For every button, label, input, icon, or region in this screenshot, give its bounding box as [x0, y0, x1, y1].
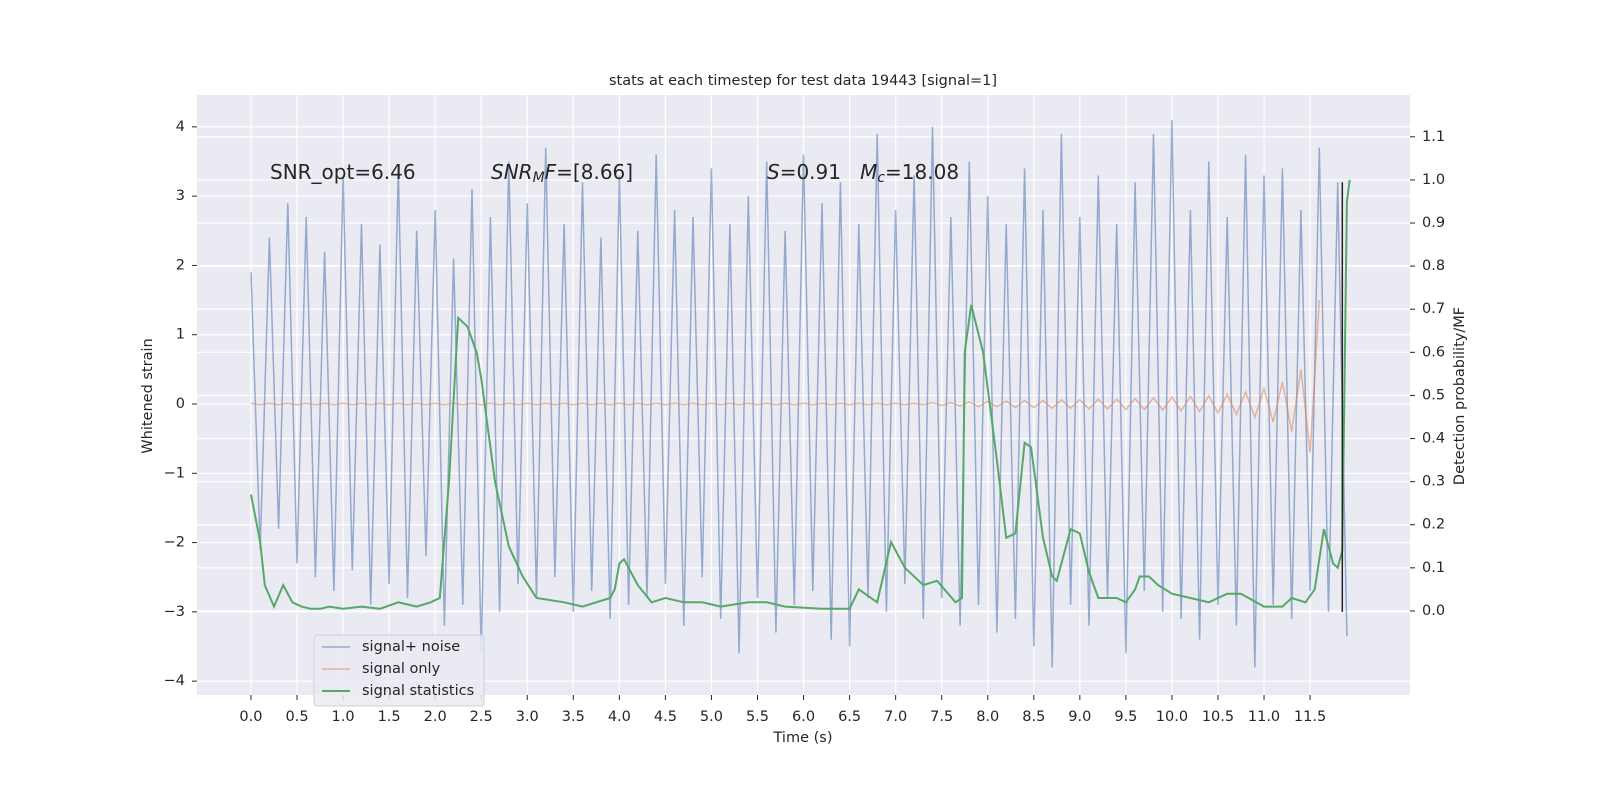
annotation-part: S — [767, 160, 780, 184]
annotation-part: =[8.66] — [556, 160, 633, 184]
y2-tick-label: 0.1 — [1422, 560, 1445, 576]
x-tick-label: 1.0 — [332, 709, 355, 725]
x-tick-label: 0.0 — [239, 709, 262, 725]
x-tick-label: 0.5 — [285, 709, 308, 725]
x-tick-label: 8.5 — [1022, 709, 1045, 725]
y2-tick-label: 0.2 — [1422, 517, 1445, 533]
x-tick-label: 2.5 — [470, 709, 493, 725]
annotation: S=0.91 Mc=18.08 — [767, 160, 959, 187]
y-tick-label: −3 — [164, 604, 185, 620]
y-tick-label: 2 — [176, 257, 185, 273]
x-tick-label: 10.5 — [1202, 709, 1234, 725]
annotation-part: SNR_opt=6.46 — [270, 160, 416, 184]
x-tick-label: 7.0 — [884, 709, 907, 725]
x-tick-label: 11.5 — [1294, 709, 1326, 725]
y-axis-label: Whitened strain — [140, 338, 156, 453]
x-tick-label: 1.5 — [378, 709, 401, 725]
y-tick-label: −4 — [164, 673, 185, 689]
x-tick-label: 7.5 — [930, 709, 953, 725]
y2-tick-label: 0.9 — [1422, 215, 1445, 231]
y2-tick-label: 0.8 — [1422, 258, 1445, 274]
y-tick-label: 4 — [176, 119, 185, 135]
y-tick-label: 0 — [176, 396, 185, 412]
x-tick-label: 10.0 — [1156, 709, 1188, 725]
annotation-part: F — [545, 160, 557, 184]
x-tick-label: 9.5 — [1114, 709, 1137, 725]
annotation-part: =18.08 — [885, 160, 959, 184]
x-tick-label: 2.0 — [424, 709, 447, 725]
y-tick-label: 3 — [176, 188, 185, 204]
y2-tick-label: 0.7 — [1422, 301, 1445, 317]
legend-label: signal only — [362, 661, 441, 677]
x-tick-label: 5.5 — [746, 709, 769, 725]
y2-tick-label: 0.3 — [1422, 474, 1445, 490]
annotation-part: M — [533, 170, 545, 186]
annotation-part: M — [860, 160, 877, 184]
y2-tick-label: 0.5 — [1422, 387, 1445, 403]
y2-tick-label: 1.0 — [1422, 172, 1445, 188]
x-tick-label: 3.0 — [516, 709, 539, 725]
x-axis-label: Time (s) — [773, 730, 833, 746]
x-tick-label: 5.0 — [700, 709, 723, 725]
x-tick-label: 9.0 — [1068, 709, 1091, 725]
y2-tick-label: 0.6 — [1422, 344, 1445, 360]
x-tick-label: 8.0 — [976, 709, 999, 725]
y-tick-label: 1 — [176, 327, 185, 343]
chart-title: stats at each timestep for test data 194… — [609, 73, 997, 89]
x-tick-label: 6.5 — [838, 709, 861, 725]
y2-tick-label: 0.4 — [1422, 431, 1445, 447]
annotation-part: =0.91 — [780, 160, 860, 184]
legend-box — [313, 634, 485, 707]
line-series — [250, 179, 1351, 610]
y-tick-label: −2 — [164, 535, 185, 551]
x-tick-label: 4.5 — [654, 709, 677, 725]
annotation: SNRMF=[8.66] — [491, 160, 633, 187]
y2-tick-label: 0.0 — [1422, 603, 1445, 619]
legend-label: signal statistics — [362, 683, 474, 699]
y2-tick-label: 1.1 — [1422, 129, 1445, 145]
annotation-part: c — [877, 170, 885, 186]
annotation-part: SNR — [491, 160, 533, 184]
x-tick-label: 6.0 — [792, 709, 815, 725]
legend-label: signal+ noise — [362, 639, 460, 655]
x-tick-label: 4.0 — [608, 709, 631, 725]
x-tick-label: 3.5 — [562, 709, 585, 725]
y-tick-label: −1 — [164, 465, 185, 481]
line-series — [250, 119, 1348, 668]
y2-axis-label: Detection probability/MF — [1452, 307, 1468, 485]
x-tick-label: 11.0 — [1248, 709, 1280, 725]
annotation: SNR_opt=6.46 — [270, 160, 416, 184]
line-series — [250, 300, 1321, 453]
